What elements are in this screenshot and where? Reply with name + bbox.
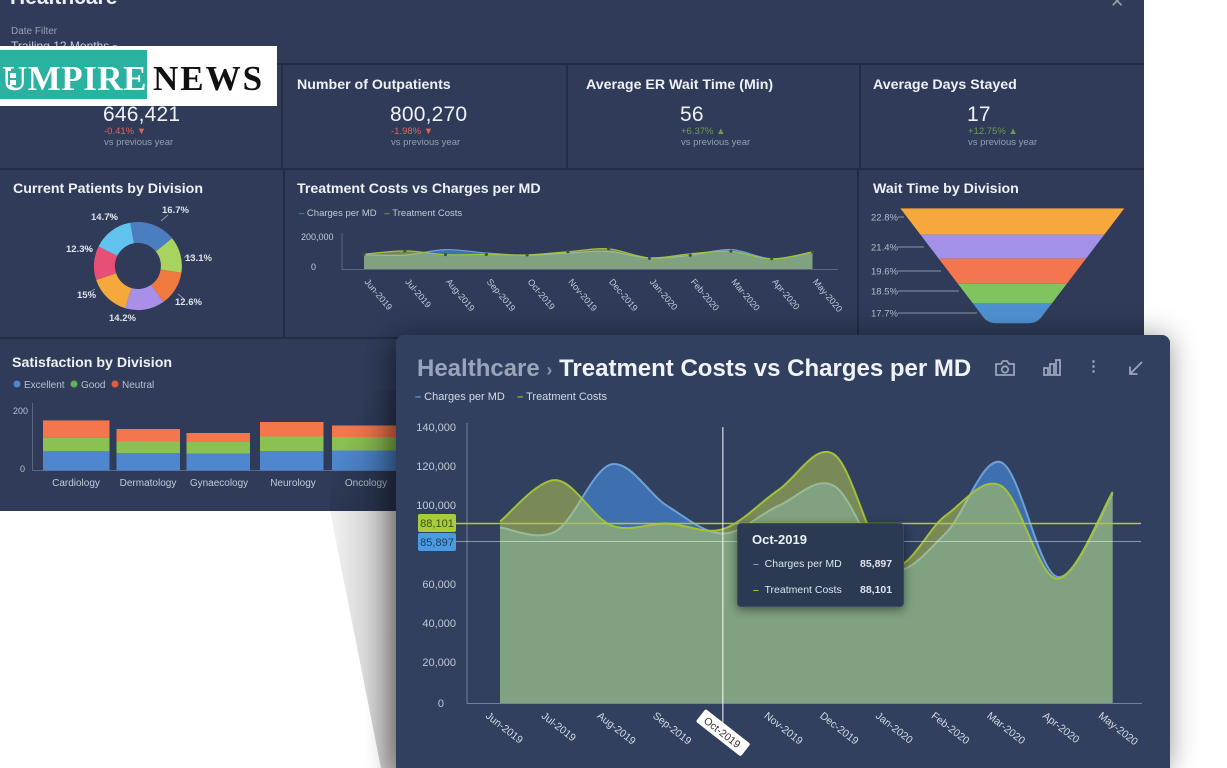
svg-text:Sep-2019: Sep-2019	[650, 710, 693, 748]
svg-text:Aug-2019: Aug-2019	[595, 710, 638, 748]
svg-text:14.7%: 14.7%	[91, 212, 118, 223]
svg-text:0: 0	[20, 464, 25, 474]
svg-text:Nov-2019: Nov-2019	[566, 277, 599, 313]
svg-text:Dec-2019: Dec-2019	[817, 710, 860, 748]
svg-text:Jul-2019: Jul-2019	[539, 710, 578, 744]
svg-text:15%: 15%	[77, 290, 97, 301]
svg-text:Aug-2019: Aug-2019	[444, 277, 477, 313]
svg-text:20,000: 20,000	[422, 657, 456, 669]
svg-text:Dec-2019: Dec-2019	[607, 277, 640, 313]
svg-text:13.1%: 13.1%	[185, 253, 212, 264]
svg-text:Mar-2020: Mar-2020	[729, 277, 761, 313]
svg-text:Jan-2020: Jan-2020	[648, 277, 680, 312]
svg-text:17.7%: 17.7%	[871, 309, 898, 320]
svg-text:120,000: 120,000	[416, 461, 456, 473]
svg-text:14.2%: 14.2%	[109, 313, 136, 324]
svg-text:Excellent: Excellent	[24, 380, 65, 391]
svg-text:Jun-2019: Jun-2019	[483, 710, 525, 747]
svg-text:Apr-2020: Apr-2020	[770, 277, 801, 312]
svg-text:18.5%: 18.5%	[871, 287, 898, 298]
svg-text:100,000: 100,000	[416, 500, 456, 512]
svg-text:60,000: 60,000	[422, 579, 456, 591]
svg-text:Good: Good	[81, 380, 105, 391]
svg-text:Jan-2020: Jan-2020	[873, 710, 915, 747]
svg-text:12.6%: 12.6%	[175, 297, 202, 308]
svg-text:21.4%: 21.4%	[871, 243, 898, 254]
svg-text:Feb-2020: Feb-2020	[929, 710, 972, 747]
svg-text:Neurology: Neurology	[270, 478, 316, 489]
svg-text:Oct-2019: Oct-2019	[526, 277, 557, 312]
svg-text:Gynaecology: Gynaecology	[190, 478, 248, 489]
svg-text:200: 200	[13, 406, 28, 416]
svg-text:88,101: 88,101	[420, 518, 454, 530]
svg-text:Oncology: Oncology	[345, 478, 387, 489]
svg-text:200,000: 200,000	[301, 232, 334, 242]
svg-text:16.7%: 16.7%	[162, 205, 189, 216]
svg-text:Neutral: Neutral	[122, 380, 154, 391]
svg-text:Dermatology: Dermatology	[120, 478, 177, 489]
svg-text:0: 0	[311, 262, 316, 272]
svg-text:Cardiology: Cardiology	[52, 478, 100, 489]
svg-text:Nov-2019: Nov-2019	[762, 710, 805, 748]
svg-text:0: 0	[438, 698, 444, 710]
svg-text:Mar-2020: Mar-2020	[984, 710, 1027, 747]
svg-text:85,897: 85,897	[420, 537, 454, 549]
svg-text:Jun-2019: Jun-2019	[362, 277, 394, 312]
svg-text:12.3%: 12.3%	[66, 244, 93, 255]
svg-text:Jul-2019: Jul-2019	[403, 277, 433, 310]
svg-text:Sep-2019: Sep-2019	[485, 277, 518, 313]
svg-text:22.8%: 22.8%	[871, 213, 898, 224]
svg-text:Feb-2020: Feb-2020	[689, 277, 721, 313]
svg-text:May-2020: May-2020	[1096, 710, 1140, 748]
svg-text:40,000: 40,000	[422, 618, 456, 630]
svg-text:May-2020: May-2020	[811, 277, 844, 314]
svg-text:140,000: 140,000	[416, 422, 456, 434]
svg-text:19.6%: 19.6%	[871, 267, 898, 278]
svg-text:Apr-2020: Apr-2020	[1040, 710, 1082, 746]
